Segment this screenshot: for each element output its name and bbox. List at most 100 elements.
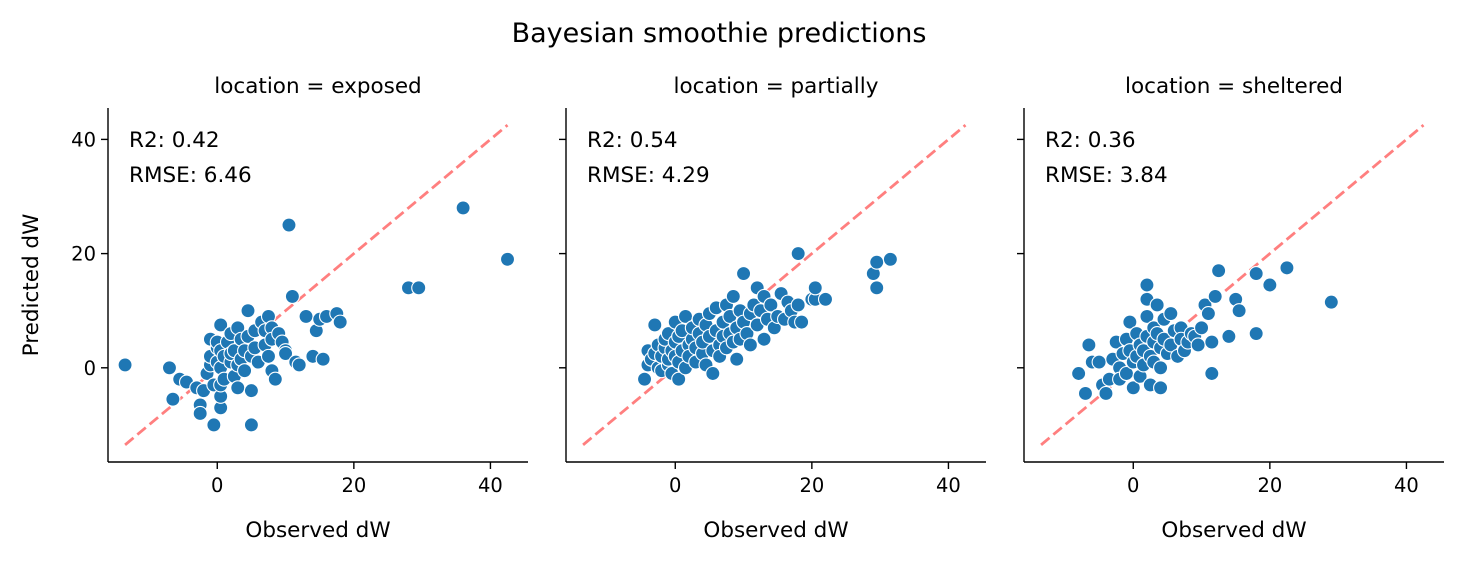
data-point: [882, 251, 898, 267]
data-point: [671, 371, 687, 387]
y-tick-label: 20: [71, 243, 96, 266]
scatter-points: [636, 246, 898, 387]
data-point: [763, 297, 779, 313]
data-point: [237, 363, 253, 379]
data-point: [117, 357, 133, 373]
data-point: [1153, 380, 1169, 396]
identity-line: [582, 124, 967, 446]
data-point: [260, 348, 277, 364]
data-point: [1125, 380, 1141, 396]
facet-panels: location = exposed 0 20 40 0 20 40 Observed dW P…: [19, 74, 1444, 543]
data-point: [240, 303, 256, 319]
x-tick-label: 20: [1257, 474, 1282, 497]
data-point: [1194, 320, 1210, 336]
data-point: [243, 417, 259, 433]
data-point: [1231, 303, 1247, 319]
data-point: [1221, 328, 1237, 344]
data-point: [1071, 365, 1087, 382]
data-point: [243, 383, 259, 399]
data-point: [869, 280, 885, 296]
data-point: [278, 345, 294, 362]
y-tick-label: 0: [84, 357, 96, 380]
x-tick-label: 40: [936, 474, 961, 497]
data-point: [230, 380, 246, 396]
x-axis-label: Observed dW: [1161, 518, 1306, 543]
data-point: [1248, 325, 1264, 342]
data-point: [1149, 297, 1165, 313]
data-point: [1204, 365, 1220, 382]
r2-annotation: R2: 0.54: [587, 128, 678, 153]
x-axis-label: Observed dW: [245, 518, 390, 543]
data-point: [1262, 277, 1278, 293]
r2-annotation: R2: 0.36: [1045, 128, 1136, 153]
data-point: [647, 317, 663, 333]
data-point: [1204, 334, 1220, 350]
x-tick-label: 0: [669, 474, 681, 497]
rmse-annotation: RMSE: 4.29: [587, 163, 710, 188]
x-tick-label: 20: [799, 474, 824, 497]
data-point: [1091, 354, 1107, 370]
data-point: [1190, 337, 1206, 353]
data-point: [790, 246, 806, 262]
data-point: [790, 297, 806, 313]
data-point: [736, 266, 752, 282]
data-point: [1139, 277, 1155, 293]
x-tick-label: 0: [211, 474, 223, 497]
data-point: [1211, 263, 1227, 279]
x-tick-label: 40: [1394, 474, 1419, 497]
data-point: [291, 357, 307, 373]
data-point: [756, 331, 772, 347]
data-point: [807, 280, 823, 296]
data-point: [742, 337, 758, 353]
data-point: [267, 371, 283, 387]
rmse-annotation: RMSE: 6.46: [129, 163, 252, 188]
data-point: [192, 405, 208, 422]
data-point: [1248, 266, 1264, 282]
x-tick-label: 0: [1127, 474, 1139, 497]
data-point: [705, 365, 721, 382]
data-point: [298, 308, 314, 324]
data-point: [1200, 305, 1216, 322]
rmse-annotation: RMSE: 3.84: [1045, 163, 1168, 188]
data-point: [1098, 385, 1114, 402]
panel-title: location = exposed: [214, 74, 421, 99]
r2-annotation: R2: 0.42: [129, 128, 220, 153]
data-point: [636, 371, 653, 387]
data-point: [729, 351, 745, 367]
data-point: [1077, 385, 1094, 402]
y-axis-label: Predicted dW: [19, 214, 44, 357]
scatter-points: [1071, 260, 1339, 402]
x-tick-label: 20: [341, 474, 366, 497]
data-point: [1153, 360, 1169, 376]
data-point: [817, 291, 834, 307]
data-point: [869, 254, 885, 270]
data-point: [165, 391, 181, 407]
data-point: [332, 314, 348, 330]
panel-1: location = exposed 0 20 40 0 20 40 Observed dW P…: [19, 74, 528, 543]
data-point: [499, 251, 516, 267]
panel-title: location = sheltered: [1125, 74, 1343, 99]
data-point: [213, 317, 229, 333]
data-point: [281, 217, 297, 233]
data-point: [1139, 308, 1155, 324]
data-point: [1207, 288, 1223, 304]
data-point: [161, 360, 178, 376]
scatter-points: [117, 200, 516, 433]
data-point: [1122, 314, 1138, 330]
data-point: [1323, 294, 1339, 310]
data-point: [411, 280, 427, 296]
data-point: [794, 314, 810, 330]
identity-line: [124, 124, 509, 446]
x-axis-label: Observed dW: [703, 518, 848, 543]
data-point: [1081, 337, 1097, 353]
panel-title: location = partially: [674, 74, 879, 99]
figure-title: Bayesian smoothie predictions: [512, 18, 927, 49]
data-point: [725, 288, 741, 304]
panel-3: location = sheltered 0 20 40 Observed dW R2: …: [1017, 74, 1444, 543]
data-point: [284, 288, 300, 304]
data-point: [1163, 305, 1179, 322]
panel-2: location = partially 0 20 40 Observed dW R2: …: [559, 74, 986, 543]
data-point: [1279, 260, 1295, 276]
data-point: [455, 200, 471, 216]
